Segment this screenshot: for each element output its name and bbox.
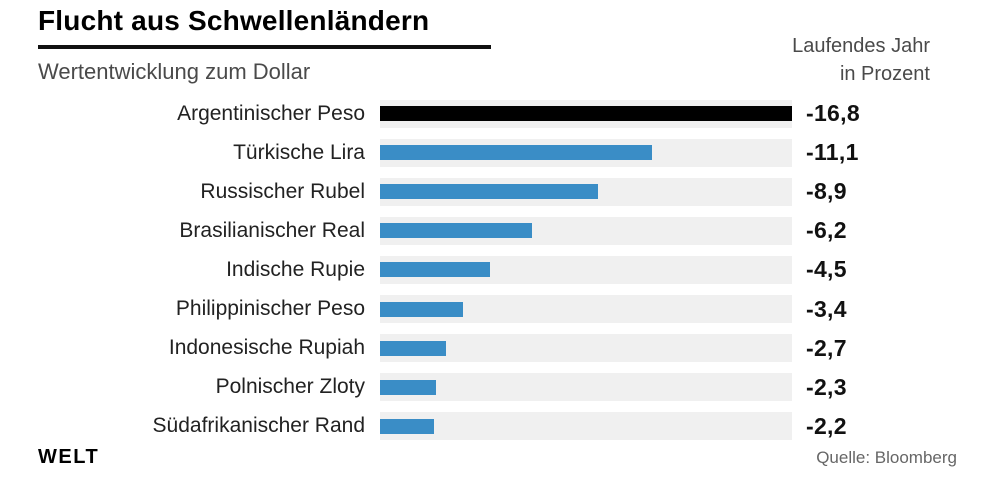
currency-label: Polnischer Zloty [215,375,365,399]
bar [380,145,653,161]
chart-row: Indische Rupie -4,5 [0,250,1000,289]
chart-row: Türkische Lira -11,1 [0,133,1000,172]
value-label: -6,2 [806,217,847,244]
axis-unit-line1: Laufendes Jahr [792,35,930,57]
value-label: -11,1 [806,139,859,166]
chart-subtitle: Wertentwicklung zum Dollar [38,59,311,84]
value-label: -3,4 [806,295,847,322]
bar-track [380,177,792,206]
bar-track [380,334,792,363]
bar-track [380,99,792,128]
currency-label: Südafrikanischer Rand [152,414,365,438]
chart-row: Philippinischer Peso -3,4 [0,289,1000,328]
chart-row: Brasilianischer Real -6,2 [0,211,1000,250]
chart-row: Polnischer Zloty -2,3 [0,368,1000,407]
title-underline [38,45,491,49]
bar-track [380,255,792,284]
bar [380,223,533,239]
currency-label: Indonesische Rupiah [168,336,365,360]
axis-unit-label: Laufendes Jahr in Prozent [792,32,930,88]
bar [380,301,464,317]
axis-unit-line2: in Prozent [839,63,930,85]
bar [380,340,447,356]
bar [380,262,491,278]
chart-row: Indonesische Rupiah -2,7 [0,329,1000,368]
bar-highlight [380,106,792,122]
value-label: -2,3 [806,373,847,400]
bar-track [380,138,792,167]
value-label: -2,7 [806,334,847,361]
bar-track [380,295,792,324]
value-label: -16,8 [806,100,860,127]
bar [380,379,437,395]
chart-row: Russischer Rubel -8,9 [0,172,1000,211]
currency-label: Philippinischer Peso [175,297,365,321]
currency-label: Indische Rupie [226,257,365,281]
bar-track [380,412,792,441]
source-credit: Quelle: Bloomberg [816,448,957,467]
value-label: -8,9 [806,178,847,205]
bar-track [380,373,792,402]
welt-logo: WELT [38,446,100,468]
value-label: -4,5 [806,256,847,283]
currency-label: Russischer Rubel [200,179,365,203]
bar [380,184,599,200]
currency-label: Brasilianischer Real [179,218,365,242]
currency-label: Türkische Lira [233,140,365,164]
bar-track [380,216,792,245]
chart-row: Argentinischer Peso -16,8 [0,94,1000,133]
page-title: Flucht aus Schwellenländern [38,5,430,36]
bar [380,418,434,434]
bar-chart: Argentinischer Peso -16,8 Türkische Lira -1… [0,94,1000,446]
chart-row: Südafrikanischer Rand -2,2 [0,407,1000,446]
currency-label: Argentinischer Peso [177,101,365,125]
value-label: -2,2 [806,412,847,439]
